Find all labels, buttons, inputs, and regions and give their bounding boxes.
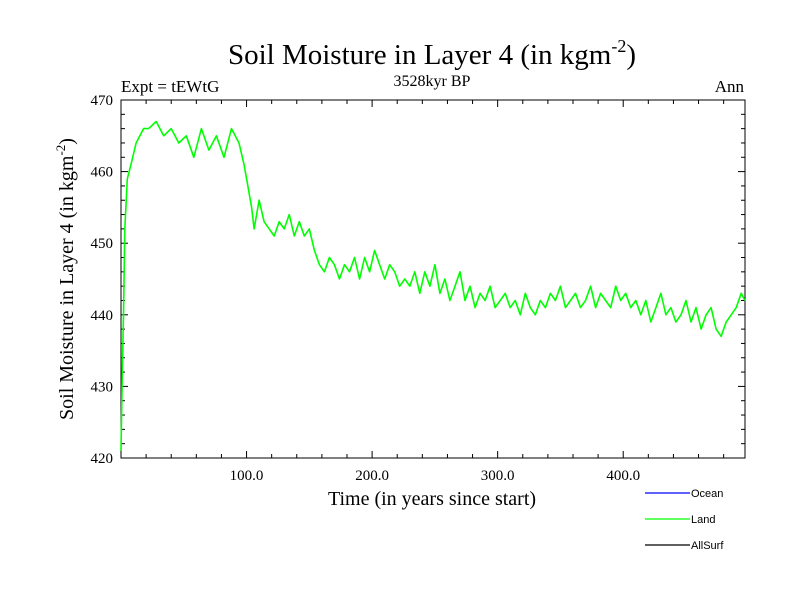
series-line-land <box>120 120 746 451</box>
y-axis-label: Soil Moisture in Layer 4 (in kgm-2) <box>53 138 78 420</box>
y-tick-label: 420 <box>91 451 114 467</box>
y-tick-label: 460 <box>91 165 114 181</box>
chart-title: Soil Moisture in Layer 4 (in kgm-2) <box>228 36 636 71</box>
y-tick-label: 450 <box>91 236 114 252</box>
y-axis: 420 430 440 450 460 470 <box>91 93 745 467</box>
chart-subtitle: 3528kyr BP <box>394 73 471 90</box>
x-tick-label: 100.0 <box>230 468 264 484</box>
season-label: Ann <box>715 77 745 96</box>
x-axis-label: Time (in years since start) <box>328 488 536 510</box>
x-tick-label: 400.0 <box>606 468 640 484</box>
legend-label-ocean: Ocean <box>691 488 723 500</box>
y-tick-label: 430 <box>91 379 114 395</box>
legend-label-land: Land <box>691 514 715 526</box>
plot-lines <box>120 120 746 451</box>
x-tick-label: 300.0 <box>481 468 515 484</box>
x-axis: 100.0 200.0 300.0 400.0 <box>145 100 725 484</box>
y-tick-label: 470 <box>91 93 114 109</box>
y-tick-label: 440 <box>91 308 114 324</box>
legend: Ocean Land AllSurf <box>645 488 724 552</box>
x-tick-label: 200.0 <box>355 468 389 484</box>
legend-label-allsurf: AllSurf <box>691 540 724 552</box>
experiment-label: Expt = tEWtG <box>121 77 219 96</box>
plot-frame <box>120 99 746 459</box>
